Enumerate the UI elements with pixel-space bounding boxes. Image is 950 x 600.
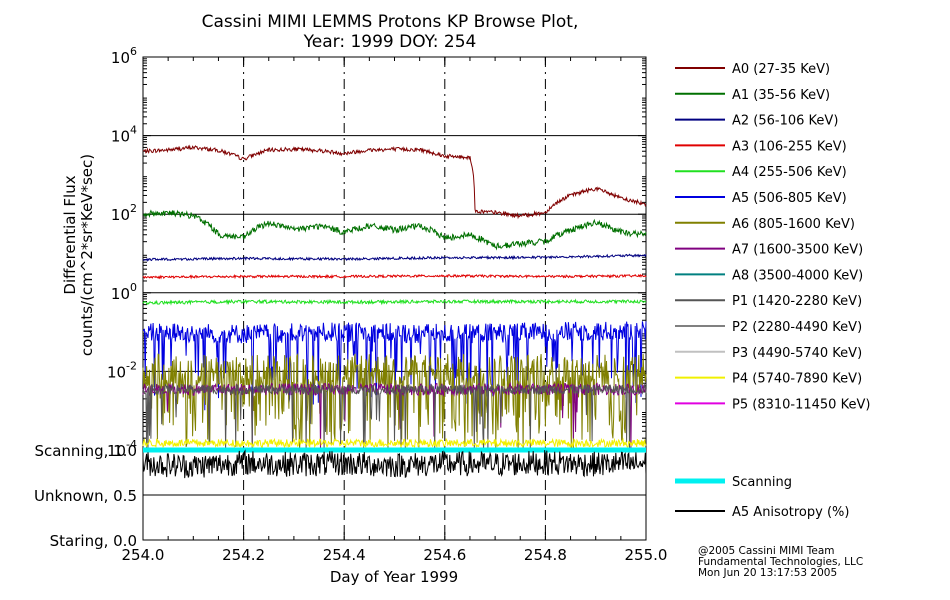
legend-label: A7 (1600-3500 KeV): [732, 243, 863, 258]
chart-title: Cassini MIMI LEMMS Protons KP Browse Plo…: [202, 12, 579, 32]
series-line-a4: [142, 298, 647, 306]
series-line-a2: [142, 253, 647, 262]
y-tick-label: 100: [111, 281, 137, 303]
y-tick-label: 10-2: [107, 359, 137, 381]
xlabel: Day of Year 1999: [330, 568, 458, 586]
chart-subtitle: Year: 1999 DOY: 254: [303, 32, 477, 52]
series-line-p4: [142, 437, 647, 449]
footer-timestamp: Mon Jun 20 13:17:53 2005: [698, 567, 837, 579]
series-line-a0: [142, 144, 647, 220]
series-line-a3: [142, 273, 647, 280]
legend-label: A8 (3500-4000 KeV): [732, 268, 863, 283]
state-tick-label: Scanning, 1.0: [34, 442, 137, 460]
footer-copyright: @2005 Cassini MIMI Team: [698, 545, 835, 557]
state-tick-label: Staring, 0.0: [50, 532, 137, 550]
y-tick-label: 106: [111, 45, 137, 67]
ylabel-line2: counts/(cm^2*sr*KeV*sec): [78, 154, 96, 356]
legend-label: P3 (4490-5740 KeV): [732, 346, 862, 361]
footer-company: Fundamental Technologies, LLC: [698, 556, 863, 568]
series-line-p1: [142, 382, 647, 451]
y-tick-label: 102: [111, 202, 137, 224]
ylabel-line1: Differential Flux: [61, 175, 79, 294]
series-line-a1: [143, 209, 647, 251]
legend-label: A4 (255-506 KeV): [732, 165, 847, 180]
legend-label: A2 (56-106 KeV): [732, 114, 838, 129]
legend-label: P1 (1420-2280 KeV): [732, 294, 862, 309]
flux-legend: A0 (27-35 KeV) A1 (35-56 KeV) A2 (56-106 K…: [675, 62, 870, 412]
x-tick-label: 254.0: [122, 546, 165, 564]
flux-panel: 10-4 10-2 100 102 104 106: [107, 45, 647, 460]
legend-label: A0 (27-35 KeV): [732, 62, 830, 77]
x-tick-label: 254.2: [222, 546, 265, 564]
legend-label: A6 (805-1600 KeV): [732, 217, 855, 232]
state-tick-label: Unknown, 0.5: [34, 487, 137, 505]
x-tick-label: 254.8: [524, 546, 567, 564]
legend-label: A5 (506-805 KeV): [732, 191, 847, 206]
x-tick-label: 254.4: [323, 546, 366, 564]
series-line-a5: [142, 321, 647, 411]
legend-label: P5 (8310-11450 KeV): [732, 397, 870, 412]
series-line-a7: [142, 381, 647, 451]
y-tick-label: 10-4: [107, 438, 137, 460]
x-tick-label: 255.0: [625, 546, 668, 564]
x-tick-label: 254.6: [423, 546, 466, 564]
anisotropy-legend: Scanning A5 Anisotropy (%): [675, 475, 849, 520]
legend-label: Scanning: [732, 475, 792, 490]
legend-label: P4 (5740-7890 KeV): [732, 372, 862, 387]
legend-label: P2 (2280-4490 KeV): [732, 320, 862, 335]
anisotropy-line: [142, 449, 647, 479]
series-line-a6: [142, 353, 647, 451]
y-tick-label: 104: [111, 124, 137, 146]
legend-label: A5 Anisotropy (%): [732, 505, 849, 520]
legend-label: A1 (35-56 KeV): [732, 88, 830, 103]
legend-label: A3 (106-255 KeV): [732, 139, 847, 154]
